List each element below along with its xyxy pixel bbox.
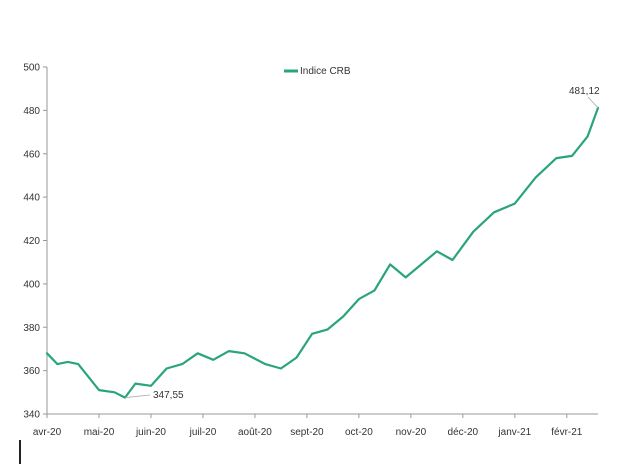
annotation-label-max: 481,12 xyxy=(569,86,600,97)
y-tick-label: 340 xyxy=(23,410,40,421)
y-tick-label: 440 xyxy=(23,193,40,204)
annotation-layer: 347,55 481,12 xyxy=(124,86,600,401)
annotation-leader-max xyxy=(587,96,599,109)
x-tick-label: févr-21 xyxy=(551,427,583,438)
y-axis: 340 360 380 400 420 440 460 480 500 xyxy=(23,63,48,421)
y-tick-label: 380 xyxy=(23,323,40,334)
y-tick-label: 420 xyxy=(23,236,40,247)
x-tick-label: janv-21 xyxy=(497,427,531,438)
y-tick-label: 460 xyxy=(23,149,40,160)
x-tick-label: sept-20 xyxy=(290,427,324,438)
series-layer xyxy=(45,106,600,399)
y-tick-label: 360 xyxy=(23,366,40,377)
y-tick-label: 400 xyxy=(23,279,40,290)
x-axis: avr-20 mai-20 juin-20 juil-20 août-20 sept-20… xyxy=(33,413,598,438)
y-tick-label: 500 xyxy=(23,63,40,74)
y-tick-label: 480 xyxy=(23,106,40,117)
x-tick-label: déc-20 xyxy=(448,427,479,438)
annotation-label-min: 347,55 xyxy=(153,390,184,401)
x-tick-label: oct-20 xyxy=(345,427,373,438)
x-tick-label: mai-20 xyxy=(84,427,115,438)
x-tick-label: juil-20 xyxy=(189,427,217,438)
legend: Indice CRB xyxy=(284,66,351,77)
edge-marker xyxy=(19,440,21,464)
x-tick-label: avr-20 xyxy=(33,427,62,438)
x-tick-label: juin-20 xyxy=(135,427,166,438)
series-line-indice-crb xyxy=(45,106,600,399)
x-tick-label: août-20 xyxy=(238,427,272,438)
legend-label-indice-crb: Indice CRB xyxy=(300,66,351,77)
annotation-leader-min xyxy=(124,394,151,399)
x-tick-label: nov-20 xyxy=(396,427,427,438)
